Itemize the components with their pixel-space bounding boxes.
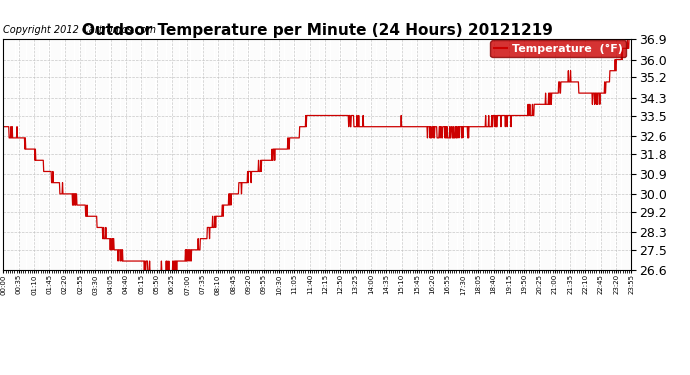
Text: Copyright 2012 Cartronics.com: Copyright 2012 Cartronics.com: [3, 25, 157, 35]
Legend: Temperature  (°F): Temperature (°F): [491, 40, 626, 57]
Title: Outdoor Temperature per Minute (24 Hours) 20121219: Outdoor Temperature per Minute (24 Hours…: [82, 23, 553, 38]
